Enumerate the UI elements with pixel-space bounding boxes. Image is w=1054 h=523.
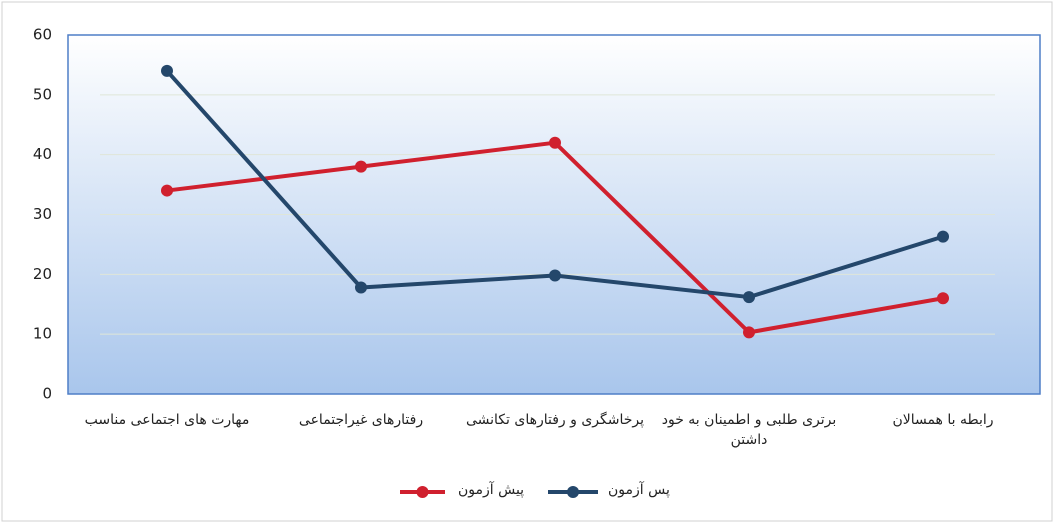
- y-tick-label: 20: [33, 265, 52, 283]
- data-point: [937, 231, 949, 243]
- y-tick-label: 60: [33, 26, 52, 44]
- chart-container: 0 10 20 30 40 50 60 مهارت های اجتماعی مناسب رفت…: [0, 0, 1054, 523]
- data-point: [937, 292, 949, 304]
- legend-marker: [417, 486, 429, 498]
- data-point: [161, 185, 173, 197]
- x-tick-label: برتری طلبی و اطمینان به خود داشتن: [659, 410, 839, 450]
- x-tick-label: رابطه با همسالان: [853, 410, 1033, 430]
- y-tick-label: 40: [33, 145, 52, 163]
- data-point: [743, 326, 755, 338]
- y-tick-label: 10: [33, 325, 52, 343]
- data-point: [743, 291, 755, 303]
- y-tick-label: 50: [33, 85, 52, 103]
- data-point: [549, 270, 561, 282]
- x-tick-label: پرخاشگری و رفتارهای تکانشی: [465, 410, 645, 430]
- y-tick-label: 30: [33, 205, 52, 223]
- legend-label: پیش آزمون: [458, 482, 524, 498]
- data-point: [355, 161, 367, 173]
- legend-label: پس آزمون: [608, 482, 670, 498]
- x-tick-label: مهارت های اجتماعی مناسب: [77, 410, 257, 430]
- data-point: [549, 137, 561, 149]
- chart: 0 10 20 30 40 50 60: [0, 0, 1054, 523]
- y-tick-label: 0: [42, 385, 52, 403]
- data-point: [355, 281, 367, 293]
- data-point: [161, 65, 173, 77]
- x-tick-label: رفتارهای غیراجتماعی: [271, 410, 451, 430]
- legend-marker: [567, 486, 579, 498]
